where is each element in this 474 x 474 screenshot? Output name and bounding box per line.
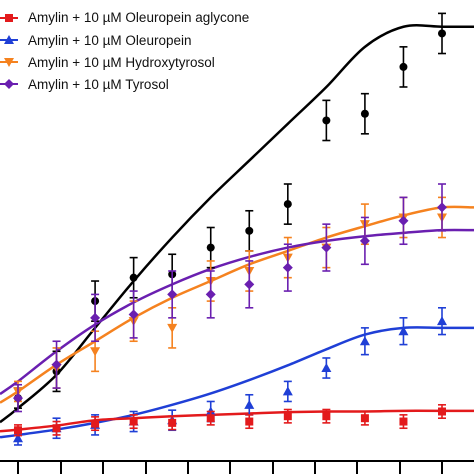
legend-item-hydroxytyrosol: Amylin + 10 µM Hydroxytyrosol	[0, 55, 215, 70]
data-point-1-2	[91, 416, 100, 432]
marker-diamond	[398, 215, 409, 226]
marker-diamond	[359, 235, 370, 246]
data-point-4-9	[359, 216, 370, 266]
data-point-4-10	[398, 196, 409, 246]
data-point-0-6	[245, 209, 254, 252]
data-point-1-3	[129, 414, 138, 430]
marker-triangle-down	[90, 347, 101, 357]
data-point-1-11	[438, 404, 446, 419]
marker-diamond	[90, 312, 101, 323]
data-point-2-7	[282, 380, 293, 403]
marker-square	[14, 426, 22, 435]
marker-circle	[360, 109, 369, 118]
legend-label-oleuropein: Amylin + 10 µM Oleuropein	[28, 33, 191, 48]
data-point-1-6	[245, 414, 254, 430]
data-point-2-8	[321, 357, 332, 379]
marker-circle	[438, 29, 446, 38]
legend-item-oleuropein-aglycone: Amylin + 10 µM Oleuropein aglycone	[0, 10, 249, 25]
data-point-1-0	[14, 424, 22, 437]
legend-label-tyrosol: Amylin + 10 µM Tyrosol	[28, 77, 169, 92]
marker-circle	[322, 116, 331, 125]
marker-square	[245, 417, 254, 426]
chart-axes	[0, 460, 474, 474]
data-point-1-9	[360, 410, 369, 426]
marker-square	[206, 414, 215, 423]
marker-square	[322, 412, 331, 421]
data-point-4-11	[437, 183, 447, 232]
data-point-2-6	[244, 393, 255, 416]
legend-item-oleuropein: Amylin + 10 µM Oleuropein	[0, 33, 191, 48]
marker-circle	[283, 200, 292, 209]
marker-square	[129, 417, 138, 426]
marker-triangle	[437, 316, 447, 326]
legend-marker-triangle	[4, 35, 14, 44]
marker-triangle	[282, 386, 293, 396]
marker-triangle	[13, 433, 23, 443]
legend-label-oleuropein-aglycone: Amylin + 10 µM Oleuropein aglycone	[28, 10, 249, 25]
marker-diamond	[244, 279, 255, 290]
data-point-0-9	[360, 92, 369, 135]
data-point-0-10	[399, 46, 408, 88]
legend-marker-square	[5, 14, 13, 22]
marker-triangle	[359, 336, 370, 346]
legend-marker-diamond	[4, 79, 14, 89]
data-point-4-3	[128, 290, 139, 339]
data-point-4-6	[244, 260, 255, 309]
marker-circle	[129, 273, 138, 282]
marker-triangle-down	[167, 323, 178, 333]
marker-square	[399, 417, 408, 426]
marker-square	[52, 424, 61, 433]
marker-triangle	[398, 326, 409, 336]
legend-marker-triangle-down	[4, 58, 14, 67]
data-point-1-7	[283, 408, 292, 424]
data-point-1-10	[399, 414, 408, 430]
legend-item-tyrosol: Amylin + 10 µM Tyrosol	[0, 77, 169, 92]
marker-square	[283, 412, 292, 421]
marker-triangle	[244, 399, 255, 409]
marker-triangle	[321, 363, 332, 373]
data-point-0-8	[322, 99, 331, 142]
data-point-1-1	[52, 420, 61, 436]
marker-diamond	[51, 359, 62, 370]
data-point-4-5	[205, 270, 216, 319]
marker-square	[91, 419, 100, 428]
marker-diamond	[321, 242, 332, 253]
data-point-4-2	[90, 293, 101, 343]
data-point-2-9	[359, 327, 370, 356]
data-point-4-8	[321, 223, 332, 272]
chart-legend: Amylin + 10 µM Oleuropein aglycone Amyli…	[0, 10, 249, 92]
marker-square	[168, 418, 177, 427]
marker-circle	[206, 243, 215, 252]
marker-diamond	[13, 393, 23, 404]
data-point-0-7	[283, 183, 292, 225]
chart-points	[13, 12, 447, 446]
legend-label-hydroxytyrosol: Amylin + 10 µM Hydroxytyrosol	[28, 55, 215, 70]
data-point-1-4	[168, 415, 177, 431]
marker-square	[360, 414, 369, 423]
marker-square	[438, 407, 446, 416]
data-point-0-11	[438, 12, 446, 55]
marker-diamond	[282, 262, 293, 273]
data-point-1-5	[206, 410, 215, 426]
marker-circle	[399, 62, 408, 71]
data-point-2-11	[437, 306, 447, 336]
series-line-4	[0, 228, 474, 396]
data-point-4-4	[167, 270, 178, 319]
marker-diamond	[128, 309, 139, 320]
marker-diamond	[167, 289, 178, 300]
marker-diamond	[205, 289, 216, 300]
marker-diamond	[437, 202, 447, 213]
data-point-1-8	[322, 408, 331, 424]
data-point-2-10	[398, 317, 409, 346]
data-point-4-0	[13, 383, 23, 413]
data-point-4-7	[282, 243, 293, 292]
data-point-4-1	[51, 340, 62, 389]
marker-circle	[245, 226, 254, 235]
